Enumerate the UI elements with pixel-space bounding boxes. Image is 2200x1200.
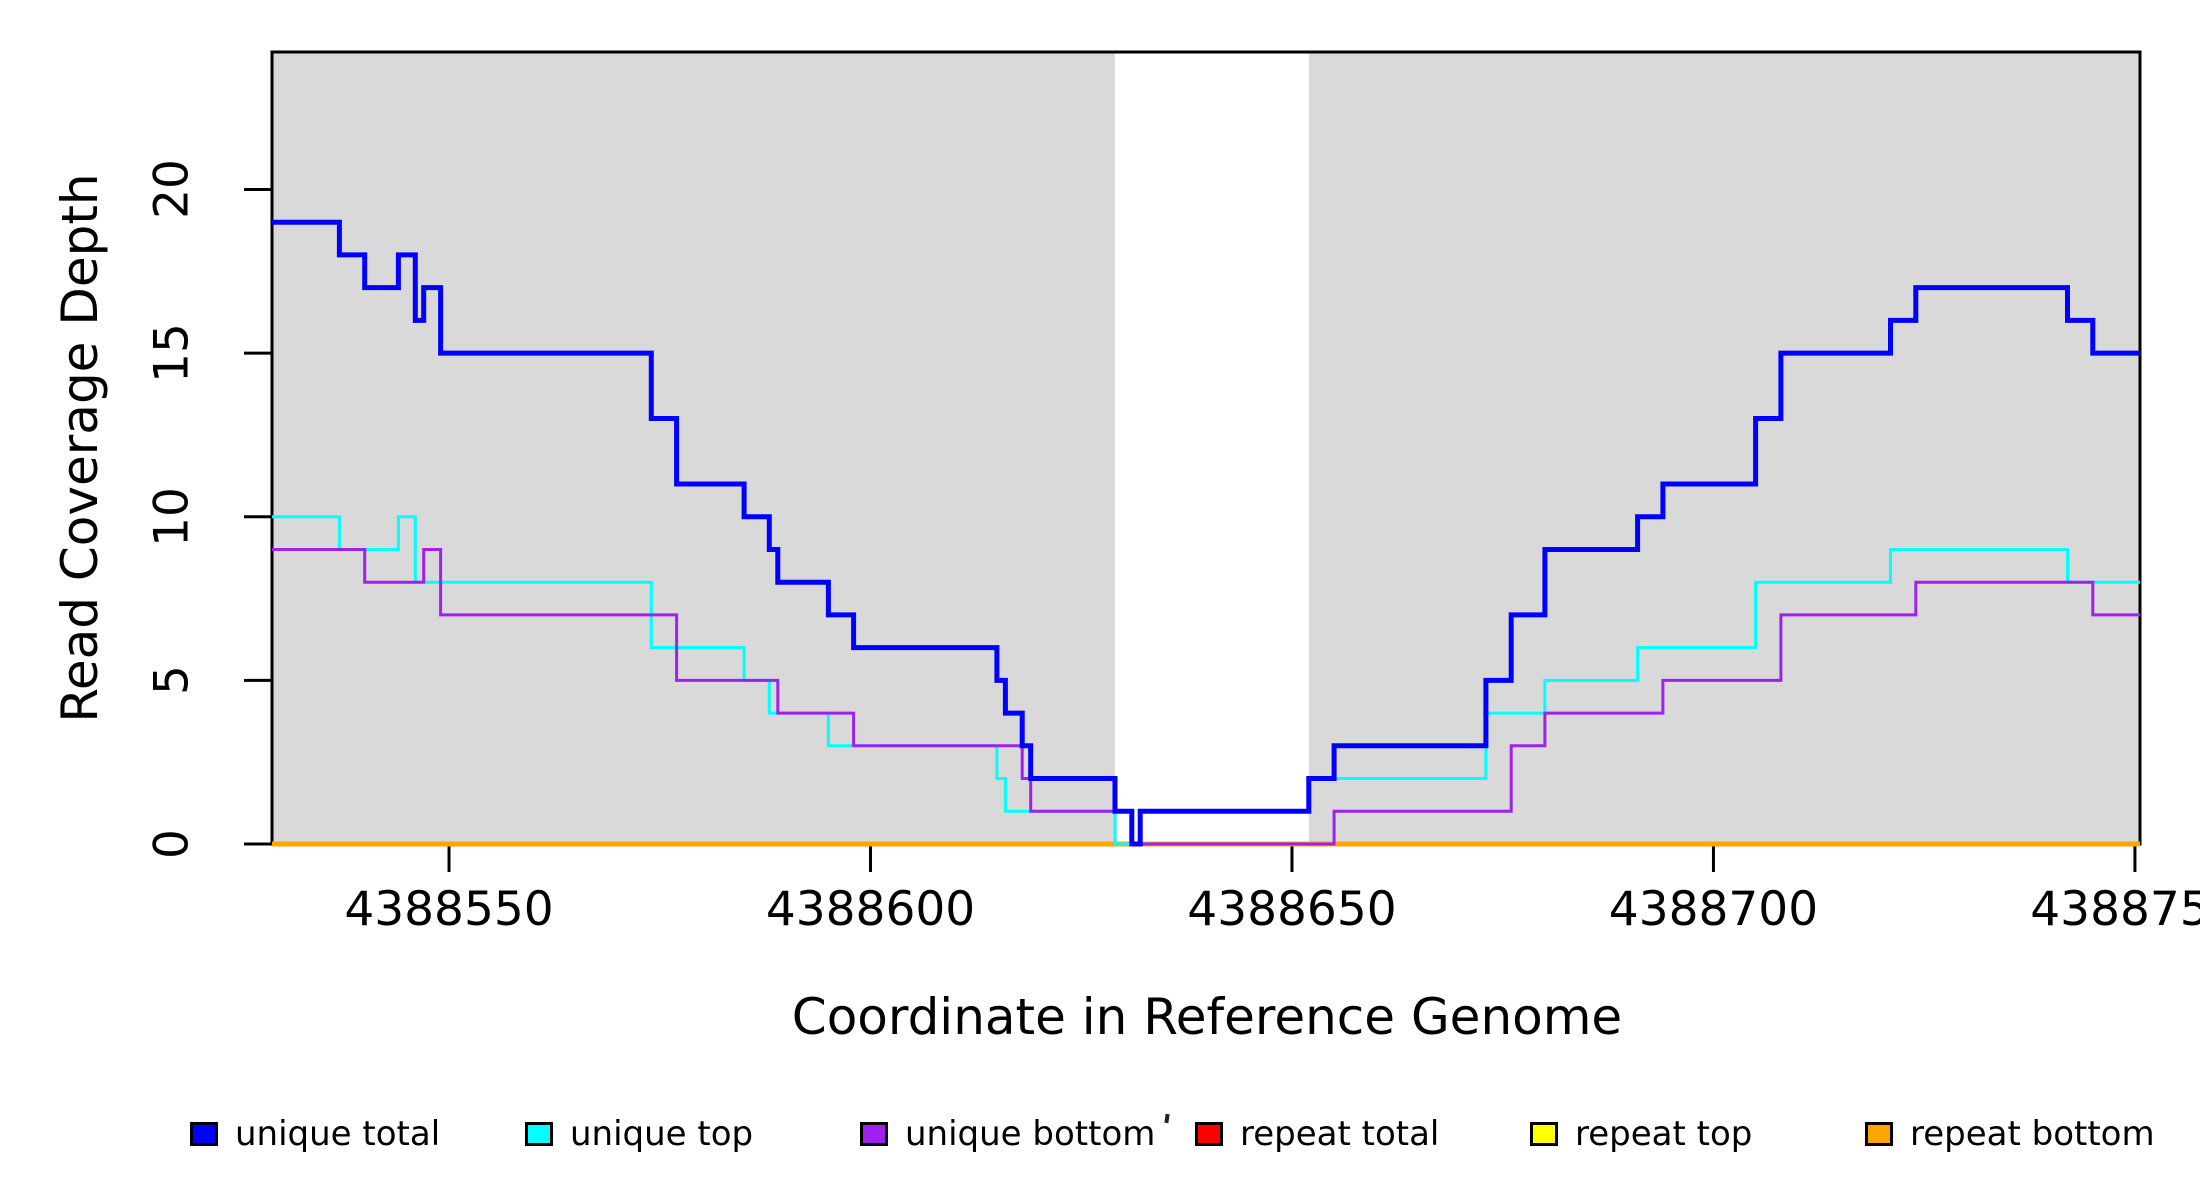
legend-swatch-repeat-bottom	[1865, 1122, 1893, 1146]
legend-swatch-repeat-top	[1530, 1122, 1558, 1146]
series-unique-bottom	[272, 548, 2140, 846]
legend-label: repeat top	[1575, 1114, 1753, 1154]
y-tick-label-2: 10	[144, 486, 200, 547]
legend-swatch-unique-total	[190, 1122, 218, 1146]
x-tick-label-3: 4388700	[1608, 882, 1819, 937]
legend-item-unique-top: unique top	[525, 1114, 754, 1154]
y-tick-label-3: 15	[144, 323, 200, 383]
legend-item-unique-total: unique total	[190, 1114, 441, 1154]
y-axis-title: Read Coverage Depth	[51, 173, 109, 723]
legend-label: unique top	[570, 1114, 754, 1154]
y-tick-label-1: 5	[144, 665, 200, 696]
legend-item-repeat-bottom: repeat bottom	[1865, 1114, 2155, 1154]
legend-label: repeat total	[1240, 1114, 1440, 1154]
x-tick-label-1: 4388600	[765, 882, 976, 937]
y-tick-label-0: 0	[144, 829, 200, 859]
x-tick-label-0: 4388550	[344, 882, 554, 937]
legend-swatch-unique-bottom	[860, 1122, 888, 1146]
legend-swatch-unique-top	[525, 1122, 553, 1146]
x-tick-label-2: 4388650	[1187, 882, 1397, 937]
legend-label: unique bottom	[905, 1114, 1156, 1154]
legend-item-unique-bottom: unique bottom	[860, 1114, 1156, 1154]
x-tick-label-4: 4388750	[2030, 882, 2200, 937]
y-tick-label-4: 20	[144, 159, 200, 220]
legend-item-repeat-total: repeat total	[1195, 1114, 1440, 1154]
legend-label: repeat bottom	[1910, 1114, 2155, 1154]
legend-swatch-repeat-total	[1195, 1122, 1223, 1146]
series-unique-total	[272, 219, 2140, 847]
x-axis-title: Coordinate in Reference Genome	[791, 988, 1623, 1046]
shaded-region-1	[1308, 52, 2140, 844]
shaded-region-0	[272, 52, 1115, 844]
legend-label: unique total	[235, 1114, 441, 1154]
legend-item-repeat-top: repeat top	[1530, 1114, 1753, 1154]
